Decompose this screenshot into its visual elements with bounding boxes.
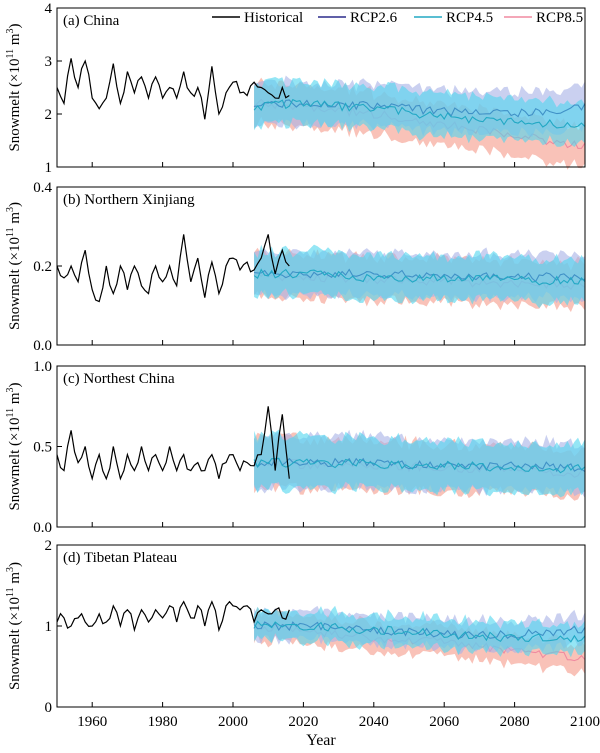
y-tick-label: 1.0: [33, 359, 52, 375]
y-tick-label: 1: [45, 619, 53, 635]
y-axis-label: Snowmelt (×1011 m3): [5, 202, 23, 330]
x-tick-label: 2000: [218, 714, 248, 730]
rcp45-band: [254, 429, 585, 498]
y-axis-label-part: 11: [5, 587, 16, 597]
x-axis-label: Year: [306, 732, 336, 749]
y-axis-label-part: m: [7, 572, 23, 588]
rcp45-band: [254, 77, 585, 147]
y-axis-label-part: 11: [5, 227, 16, 237]
rcp45-band: [254, 244, 585, 309]
y-axis-label-part: m: [7, 212, 23, 228]
y-axis-label-part: ): [7, 202, 23, 207]
x-tick-label: 1960: [77, 714, 107, 730]
y-tick-label: 2: [45, 538, 53, 554]
y-axis-label-part: ): [7, 562, 23, 567]
y-axis-label-part: 11: [5, 408, 16, 418]
panel-title: (a) China: [63, 13, 120, 29]
y-axis-label-part: Snowmelt (×10: [7, 418, 23, 511]
y-axis-label: Snowmelt (×1011 m3): [5, 23, 23, 151]
historical-line: [56, 600, 290, 633]
rcp45-line: [253, 457, 586, 474]
y-tick-label: 0.4: [33, 180, 52, 196]
x-tick-label: 2040: [359, 714, 389, 730]
y-tick-label: 0.2: [33, 259, 52, 275]
y-tick-label: 4: [45, 1, 53, 17]
y-axis-label: Snowmelt (×1011 m3): [5, 562, 23, 690]
y-axis-label-part: 3: [5, 28, 16, 33]
y-axis-label-part: Snowmelt (×10: [7, 59, 23, 152]
y-tick-label: 0.0: [33, 520, 52, 536]
historical-line: [56, 234, 290, 303]
x-tick-label: 2020: [288, 714, 318, 730]
chart-panel-2: 0.0 0.2 0.4 (b) Northern Xinjiang Snowmelt (…: [5, 180, 586, 354]
rcp45-line: [253, 268, 586, 286]
y-axis-label-part: m: [7, 33, 23, 49]
y-tick-label: 0: [45, 700, 53, 716]
historical-line: [56, 58, 290, 120]
rcp45-band: [254, 605, 585, 658]
legend-label-2: RCP4.5: [446, 10, 493, 26]
plot-frame: [56, 7, 586, 168]
y-axis-label-part: Snowmelt (×10: [7, 597, 23, 690]
y-axis-label-part: 3: [5, 207, 16, 212]
legend: Historical RCP2.6 RCP4.5 RCP8.5: [212, 10, 583, 26]
y-tick-label: 3: [45, 54, 53, 70]
y-axis-label-part: Snowmelt (×10: [7, 237, 23, 330]
y-axis-label-part: ): [7, 23, 23, 28]
historical-line: [56, 406, 290, 482]
y-axis-label-part: ): [7, 382, 23, 387]
rcp45-line: [253, 620, 586, 643]
panel-title: (c) Northest China: [63, 371, 175, 387]
y-tick-label: 2: [45, 107, 53, 123]
y-axis-label-part: 3: [5, 567, 16, 572]
y-axis-label-part: 11: [5, 49, 16, 59]
y-axis-label-part: m: [7, 392, 23, 408]
legend-label-1: RCP2.6: [350, 10, 398, 26]
x-tick-label: 1980: [148, 714, 178, 730]
y-axis-label: Snowmelt (×1011 m3): [5, 382, 23, 510]
rcp45-line: [253, 98, 586, 129]
x-tick-label: 2080: [500, 714, 530, 730]
x-tick-label: 2060: [429, 714, 459, 730]
legend-label-0: Historical: [244, 10, 303, 26]
y-axis-label-part: 3: [5, 387, 16, 392]
chart-panel-3: 0.0 0.5 1.0 (c) Northest China Snowmelt (×10…: [5, 359, 586, 536]
y-tick-label: 0.5: [33, 440, 52, 456]
y-tick-label: 1: [45, 160, 53, 176]
panel-title: (b) Northern Xinjiang: [63, 192, 195, 208]
legend-label-3: RCP8.5: [536, 10, 583, 26]
panel-title: (d) Tibetan Plateau: [63, 550, 178, 566]
x-tick-label: 2100: [570, 714, 600, 730]
chart-panel-4: 0 1 2 (d) Tibetan Plateau Snowmelt (×1011 m3…: [5, 538, 586, 716]
y-tick-label: 0.0: [33, 338, 52, 354]
